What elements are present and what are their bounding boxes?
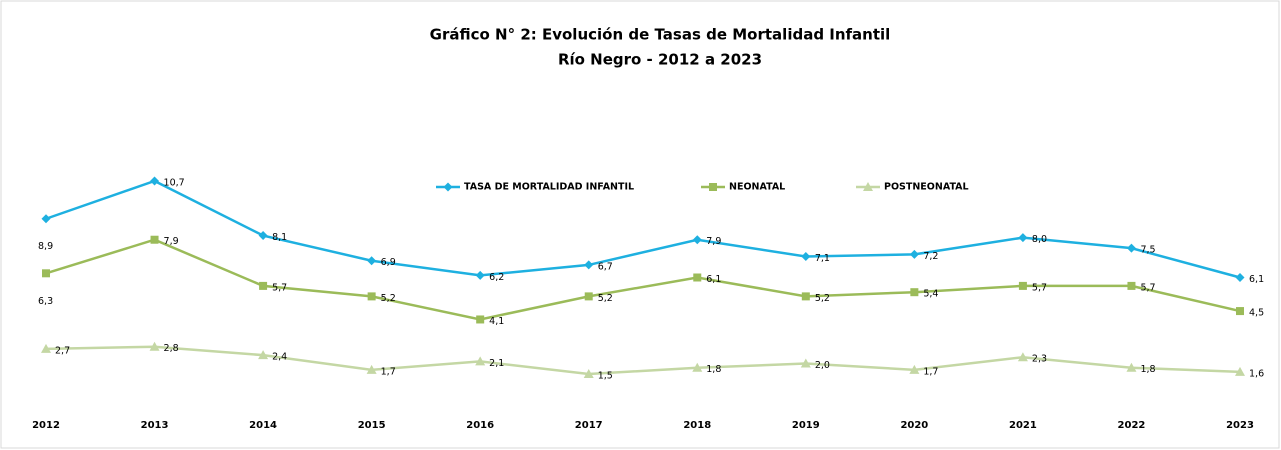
x-tick-label: 2017: [575, 420, 603, 431]
data-label: 6,7: [598, 261, 613, 272]
series-line: [45, 238, 1241, 321]
data-label: 2,0: [815, 360, 830, 371]
data-label: 5,2: [381, 293, 396, 304]
point-marker: [476, 315, 485, 324]
point-marker: [475, 270, 485, 280]
point-marker: [1018, 233, 1028, 243]
point-marker: [149, 341, 160, 351]
point-marker: [259, 281, 268, 290]
data-label: 1,5: [598, 371, 613, 382]
point-marker: [1018, 281, 1027, 290]
legend-label: POSTNEONATAL: [884, 182, 969, 193]
chart-subtitle: Río Negro - 2012 a 2023: [558, 51, 762, 69]
x-tick-label: 2012: [32, 420, 60, 431]
data-label: 5,7: [1032, 282, 1047, 293]
data-label: 7,5: [1140, 245, 1155, 256]
point-marker: [366, 364, 377, 374]
data-label: 5,7: [1140, 282, 1155, 293]
point-marker: [801, 252, 811, 262]
legend-label: NEONATAL: [729, 182, 785, 193]
point-marker: [800, 358, 811, 368]
point-marker: [258, 350, 269, 360]
series-line: [45, 179, 1241, 279]
point-marker: [258, 231, 268, 241]
x-tick-label: 2022: [1118, 420, 1146, 431]
point-marker: [367, 256, 377, 266]
legend-marker: [443, 182, 453, 192]
legend-marker: [709, 183, 717, 191]
point-marker: [367, 292, 376, 301]
data-label: 5,2: [598, 293, 613, 304]
data-label: 5,4: [923, 289, 938, 300]
point-marker: [583, 369, 594, 379]
data-label: 1,7: [381, 366, 396, 377]
point-marker: [150, 176, 160, 186]
x-tick-label: 2013: [141, 420, 169, 431]
point-marker: [150, 235, 159, 244]
data-label: 6,2: [489, 272, 504, 283]
x-tick-label: 2016: [466, 420, 494, 431]
x-tick-label: 2021: [1009, 420, 1037, 431]
data-label: 1,8: [706, 364, 721, 375]
point-marker: [910, 288, 919, 297]
data-label: 6,9: [381, 257, 396, 268]
data-label: 1,8: [1140, 364, 1155, 375]
data-label: 7,2: [923, 251, 938, 262]
point-marker: [1017, 352, 1028, 362]
legend-label: TASA DE MORTALIDAD INFANTIL: [464, 182, 634, 193]
point-marker: [1126, 243, 1136, 253]
point-marker: [41, 214, 51, 224]
x-tick-label: 2019: [792, 420, 820, 431]
data-label: 7,9: [164, 236, 179, 247]
point-marker: [1126, 362, 1137, 372]
data-label: 7,1: [815, 253, 830, 264]
x-tick-label: 2018: [683, 420, 711, 431]
data-label: 7,9: [706, 236, 721, 247]
x-tick-label: 2023: [1226, 420, 1254, 431]
x-tick-label: 2020: [900, 420, 928, 431]
data-label: 6,1: [706, 274, 721, 285]
point-marker: [584, 260, 594, 270]
data-label: 1,6: [1249, 368, 1264, 379]
chart-title: Gráfico N° 2: Evolución de Tasas de Mort…: [430, 26, 891, 44]
point-marker: [692, 362, 703, 372]
point-marker: [693, 273, 702, 282]
point-marker: [41, 343, 51, 353]
point-marker: [1236, 307, 1244, 316]
data-label: 10,7: [164, 177, 185, 188]
data-label: 4,1: [489, 316, 504, 327]
data-label: 8,1: [272, 232, 287, 243]
data-label: 6,1: [1249, 274, 1264, 285]
data-label: 2,4: [272, 352, 287, 363]
point-marker: [1127, 281, 1136, 290]
point-marker: [475, 356, 486, 366]
x-tick-label: 2015: [358, 420, 386, 431]
point-marker: [584, 292, 593, 301]
data-label: 1,7: [923, 366, 938, 377]
legend-marker: [863, 182, 873, 191]
point-marker: [1235, 366, 1245, 376]
point-marker: [42, 269, 50, 278]
point-marker: [801, 292, 810, 301]
data-label: 5,7: [272, 282, 287, 293]
point-marker: [909, 249, 919, 259]
data-label: 2,3: [1032, 354, 1047, 365]
data-label: 2,7: [55, 345, 70, 356]
series-line: [45, 345, 1241, 376]
data-label: 8,9: [38, 241, 53, 252]
point-marker: [692, 235, 702, 245]
x-tick-label: 2014: [249, 420, 277, 431]
data-label: 8,0: [1032, 234, 1047, 245]
point-marker: [909, 364, 920, 374]
point-marker: [1235, 273, 1245, 283]
data-label: 2,8: [164, 343, 179, 354]
data-label: 6,3: [38, 296, 53, 307]
data-label: 4,5: [1249, 308, 1264, 319]
data-label: 2,1: [489, 358, 504, 369]
data-label: 5,2: [815, 293, 830, 304]
